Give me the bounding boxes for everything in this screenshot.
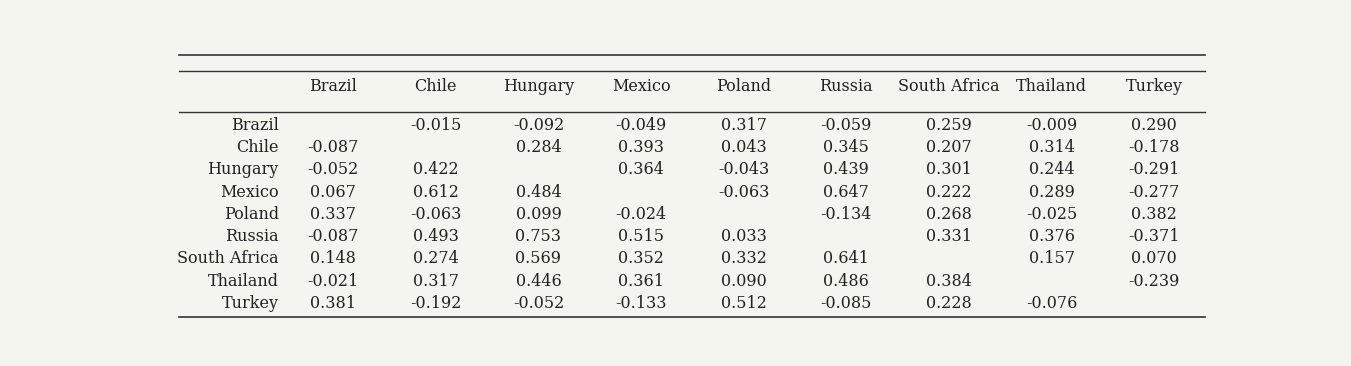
Text: -0.024: -0.024 [616,206,666,223]
Text: Russia: Russia [820,78,873,95]
Text: 0.647: 0.647 [823,184,869,201]
Text: Brazil: Brazil [309,78,357,95]
Text: 0.569: 0.569 [516,250,562,268]
Text: 0.376: 0.376 [1028,228,1074,245]
Text: 0.439: 0.439 [823,161,869,179]
Text: -0.063: -0.063 [411,206,462,223]
Text: -0.043: -0.043 [719,161,769,179]
Text: -0.133: -0.133 [615,295,667,312]
Text: 0.301: 0.301 [925,161,971,179]
Text: 0.352: 0.352 [619,250,665,268]
Text: 0.641: 0.641 [823,250,869,268]
Text: Turkey: Turkey [222,295,278,312]
Text: -0.192: -0.192 [411,295,462,312]
Text: -0.087: -0.087 [308,139,359,156]
Text: -0.052: -0.052 [513,295,565,312]
Text: 0.090: 0.090 [721,273,766,290]
Text: 0.493: 0.493 [413,228,459,245]
Text: -0.063: -0.063 [717,184,769,201]
Text: South Africa: South Africa [177,250,278,268]
Text: -0.025: -0.025 [1025,206,1077,223]
Text: 0.331: 0.331 [925,228,971,245]
Text: 0.512: 0.512 [720,295,766,312]
Text: 0.099: 0.099 [516,206,562,223]
Text: Hungary: Hungary [503,78,574,95]
Text: 0.317: 0.317 [413,273,459,290]
Text: -0.059: -0.059 [820,117,871,134]
Text: -0.277: -0.277 [1128,184,1179,201]
Text: Thailand: Thailand [208,273,278,290]
Text: -0.291: -0.291 [1128,161,1179,179]
Text: -0.087: -0.087 [308,228,359,245]
Text: -0.009: -0.009 [1025,117,1077,134]
Text: Poland: Poland [224,206,278,223]
Text: 0.033: 0.033 [720,228,766,245]
Text: 0.753: 0.753 [516,228,562,245]
Text: 0.364: 0.364 [619,161,665,179]
Text: Brazil: Brazil [231,117,278,134]
Text: Thailand: Thailand [1016,78,1088,95]
Text: 0.381: 0.381 [311,295,357,312]
Text: 0.337: 0.337 [311,206,357,223]
Text: Chile: Chile [415,78,457,95]
Text: -0.085: -0.085 [820,295,871,312]
Text: 0.274: 0.274 [413,250,459,268]
Text: -0.134: -0.134 [820,206,871,223]
Text: 0.317: 0.317 [720,117,766,134]
Text: -0.178: -0.178 [1128,139,1179,156]
Text: 0.222: 0.222 [925,184,971,201]
Text: 0.332: 0.332 [720,250,766,268]
Text: 0.361: 0.361 [619,273,665,290]
Text: 0.284: 0.284 [516,139,562,156]
Text: 0.612: 0.612 [413,184,459,201]
Text: 0.314: 0.314 [1028,139,1074,156]
Text: -0.015: -0.015 [411,117,462,134]
Text: -0.021: -0.021 [308,273,359,290]
Text: 0.070: 0.070 [1131,250,1177,268]
Text: 0.393: 0.393 [619,139,665,156]
Text: 0.515: 0.515 [619,228,665,245]
Text: Hungary: Hungary [208,161,278,179]
Text: 0.382: 0.382 [1131,206,1177,223]
Text: -0.239: -0.239 [1128,273,1179,290]
Text: -0.052: -0.052 [308,161,359,179]
Text: 0.289: 0.289 [1028,184,1074,201]
Text: 0.486: 0.486 [823,273,869,290]
Text: 0.268: 0.268 [925,206,971,223]
Text: 0.067: 0.067 [311,184,357,201]
Text: -0.049: -0.049 [616,117,666,134]
Text: Poland: Poland [716,78,771,95]
Text: Turkey: Turkey [1125,78,1182,95]
Text: 0.148: 0.148 [311,250,357,268]
Text: 0.259: 0.259 [925,117,971,134]
Text: -0.092: -0.092 [513,117,565,134]
Text: 0.043: 0.043 [721,139,766,156]
Text: 0.228: 0.228 [925,295,971,312]
Text: 0.345: 0.345 [823,139,869,156]
Text: Mexico: Mexico [220,184,278,201]
Text: Mexico: Mexico [612,78,670,95]
Text: 0.384: 0.384 [925,273,971,290]
Text: 0.446: 0.446 [516,273,562,290]
Text: 0.207: 0.207 [925,139,971,156]
Text: -0.076: -0.076 [1025,295,1077,312]
Text: Chile: Chile [236,139,278,156]
Text: 0.290: 0.290 [1131,117,1177,134]
Text: South Africa: South Africa [898,78,1000,95]
Text: 0.157: 0.157 [1028,250,1074,268]
Text: 0.244: 0.244 [1028,161,1074,179]
Text: -0.371: -0.371 [1128,228,1179,245]
Text: Russia: Russia [226,228,278,245]
Text: 0.484: 0.484 [516,184,562,201]
Text: 0.422: 0.422 [413,161,459,179]
